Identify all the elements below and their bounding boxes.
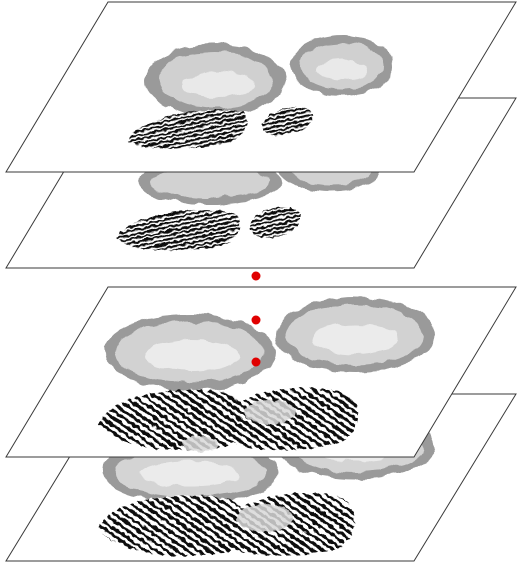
brain-section-3 (104, 297, 435, 390)
cerebellum-section-2 (116, 207, 301, 251)
cerebellum-section-3 (98, 387, 359, 452)
cerebellum-section-1 (128, 107, 313, 149)
slice-plane-1 (5, 1, 517, 173)
brain-section-1 (145, 36, 394, 116)
marker-point-2 (251, 315, 261, 325)
marker-point-1 (251, 271, 261, 281)
marker-point-3 (251, 357, 261, 367)
cerebellum-section-4 (98, 492, 355, 557)
slice-plane-3 (5, 286, 517, 458)
